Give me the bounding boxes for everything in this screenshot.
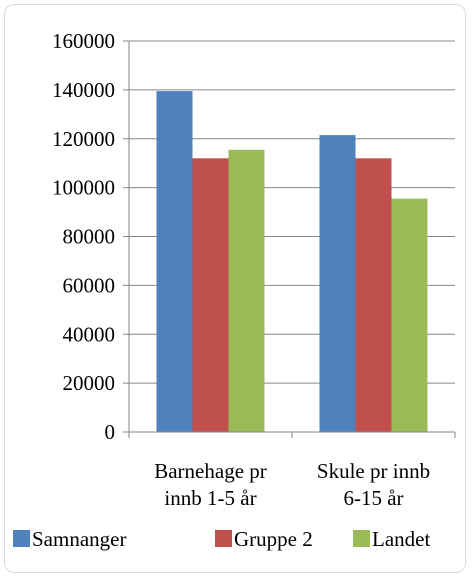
bar-samnanger <box>319 135 356 432</box>
legend-label: Landet <box>372 527 430 551</box>
chart-frame: 0 20000 40000 60000 80000 100000 120000 140000 1… <box>4 4 466 573</box>
y-tick-label: 60000 <box>63 273 116 297</box>
legend-swatch-samnanger <box>13 530 30 547</box>
x-category-label: Barnehage pr <box>154 459 267 483</box>
bars <box>156 91 428 433</box>
axes <box>123 40 456 438</box>
legend-label: Samnanger <box>32 527 126 551</box>
bar-landet <box>391 198 428 432</box>
legend-swatch-gruppe-2 <box>215 530 232 547</box>
legend-label: Gruppe 2 <box>234 527 313 551</box>
y-tick-label: 100000 <box>52 176 115 200</box>
labels: 0 20000 40000 60000 80000 100000 120000 140000 1… <box>52 29 430 510</box>
y-tick-label: 80000 <box>63 225 116 249</box>
bar-samnanger <box>156 91 193 433</box>
y-tick-label: 20000 <box>63 371 116 395</box>
x-category-label: 6-15 år <box>343 486 403 510</box>
bar-chart: 0 20000 40000 60000 80000 100000 120000 140000 1… <box>13 29 456 551</box>
legend-swatch-landet <box>353 530 370 547</box>
bar-gruppe-2 <box>192 158 229 433</box>
x-category-label: innb 1-5 år <box>164 486 256 510</box>
y-tick-label: 160000 <box>52 29 115 53</box>
legend: Samnanger Gruppe 2 Landet <box>13 527 430 551</box>
bar-gruppe-2 <box>355 158 392 433</box>
y-tick-label: 40000 <box>63 322 116 346</box>
y-tick-label: 140000 <box>52 78 115 102</box>
x-category-label: Skule pr innb <box>317 459 430 483</box>
y-tick-label: 120000 <box>52 127 115 151</box>
y-tick-label: 0 <box>105 420 116 444</box>
bar-landet <box>228 149 265 432</box>
